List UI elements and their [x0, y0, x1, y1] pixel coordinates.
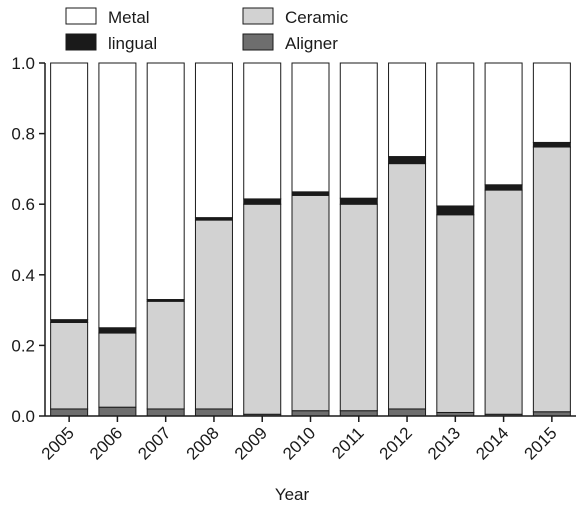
- x-tick-label: 2005: [38, 423, 78, 463]
- bar-segment-aligner-2008: [194, 408, 233, 417]
- bar-segment-lingual-2015: [532, 141, 571, 148]
- legend-label: lingual: [108, 34, 157, 53]
- bar-segment-ceramic-2006: [98, 332, 137, 408]
- bar-segment-metal-2014: [484, 62, 523, 186]
- y-tick-label: 0.8: [11, 125, 35, 144]
- bar-segment-metal-2005: [50, 62, 89, 321]
- y-tick-label: 0.6: [11, 195, 35, 214]
- bar-segment-metal-2007: [146, 62, 185, 301]
- x-tick-label: 2013: [424, 423, 464, 463]
- bar-segment-ceramic-2007: [146, 300, 185, 410]
- bar-segment-ceramic-2014: [484, 189, 523, 415]
- legend-item-metal: Metal: [65, 7, 150, 27]
- bar-stack-2012: [388, 62, 427, 417]
- legend-item-lingual: lingual: [65, 33, 157, 53]
- bar-stack-2007: [146, 62, 185, 417]
- y-axis: 0.0 0.2 0.4 0.6 0.8 1.0: [11, 54, 46, 426]
- x-tick-label: 2009: [231, 423, 271, 463]
- bar-segment-ceramic-2012: [388, 163, 427, 410]
- bar-stack-2006: [98, 62, 137, 417]
- legend-swatch: [65, 7, 97, 25]
- y-tick-label: 1.0: [11, 54, 35, 73]
- bar-segment-metal-2011: [339, 62, 378, 199]
- legend-swatch: [65, 33, 97, 51]
- legend-swatch: [242, 33, 274, 51]
- bars: [50, 62, 571, 417]
- bar-segment-lingual-2013: [436, 205, 475, 216]
- x-tick-label: 2007: [134, 423, 174, 463]
- bar-segment-aligner-2006: [98, 406, 137, 417]
- bar-stack-2009: [243, 62, 282, 417]
- bar-segment-lingual-2009: [243, 198, 282, 205]
- x-tick-label: 2008: [183, 423, 223, 463]
- legend-item-ceramic: Ceramic: [242, 7, 349, 27]
- x-tick-label: 2014: [472, 423, 512, 463]
- bar-segment-ceramic-2015: [532, 146, 571, 413]
- bar-segment-lingual-2014: [484, 184, 523, 191]
- bar-stack-2005: [50, 62, 89, 417]
- bar-segment-ceramic-2008: [194, 219, 233, 410]
- x-tick-label: 2011: [328, 423, 367, 462]
- x-axis: 2005 2006 2007 2008 2009 2010 2011 2012 2013 2014…: [38, 415, 576, 464]
- bar-segment-ceramic-2010: [291, 194, 330, 412]
- bar-segment-metal-2006: [98, 62, 137, 329]
- bar-stack-2013: [436, 62, 475, 417]
- x-axis-title: Year: [275, 485, 310, 504]
- legend-label: Ceramic: [285, 8, 349, 27]
- bar-segment-lingual-2012: [388, 156, 427, 165]
- bar-stack-2010: [291, 62, 330, 417]
- bar-segment-metal-2008: [194, 62, 233, 219]
- bar-stack-2011: [339, 62, 378, 417]
- bar-segment-ceramic-2005: [50, 321, 89, 410]
- bar-stack-2014: [484, 62, 523, 417]
- bar-segment-ceramic-2011: [339, 203, 378, 412]
- bar-segment-aligner-2007: [146, 408, 185, 417]
- x-tick-label: 2006: [86, 423, 126, 463]
- bar-segment-lingual-2006: [98, 327, 137, 334]
- bar-segment-lingual-2011: [339, 197, 378, 205]
- legend-label: Metal: [108, 8, 150, 27]
- y-tick-label: 0.2: [11, 336, 35, 355]
- bar-segment-lingual-2010: [291, 191, 330, 196]
- bar-segment-metal-2012: [388, 62, 427, 158]
- legend-swatch: [242, 7, 274, 25]
- bar-segment-aligner-2010: [291, 410, 330, 417]
- bar-segment-metal-2009: [243, 62, 282, 200]
- legend-item-aligner: Aligner: [242, 33, 338, 53]
- bar-segment-ceramic-2009: [243, 203, 282, 415]
- x-tick-label: 2015: [521, 423, 561, 463]
- bar-segment-metal-2013: [436, 62, 475, 207]
- bar-segment-aligner-2005: [50, 408, 89, 417]
- legend: Metal lingual Ceramic Aligner: [65, 7, 349, 53]
- y-tick-label: 0.0: [11, 407, 35, 426]
- x-tick-label: 2012: [376, 423, 416, 463]
- bar-segment-metal-2015: [532, 62, 571, 143]
- legend-label: Aligner: [285, 34, 338, 53]
- bar-segment-ceramic-2013: [436, 214, 475, 413]
- bar-segment-metal-2010: [291, 62, 330, 193]
- bar-segment-aligner-2011: [339, 410, 378, 417]
- bar-segment-aligner-2012: [388, 408, 427, 417]
- y-tick-label: 0.4: [11, 266, 35, 285]
- x-tick-label: 2010: [279, 423, 319, 463]
- bar-stack-2008: [194, 62, 233, 417]
- bar-stack-2015: [532, 62, 571, 417]
